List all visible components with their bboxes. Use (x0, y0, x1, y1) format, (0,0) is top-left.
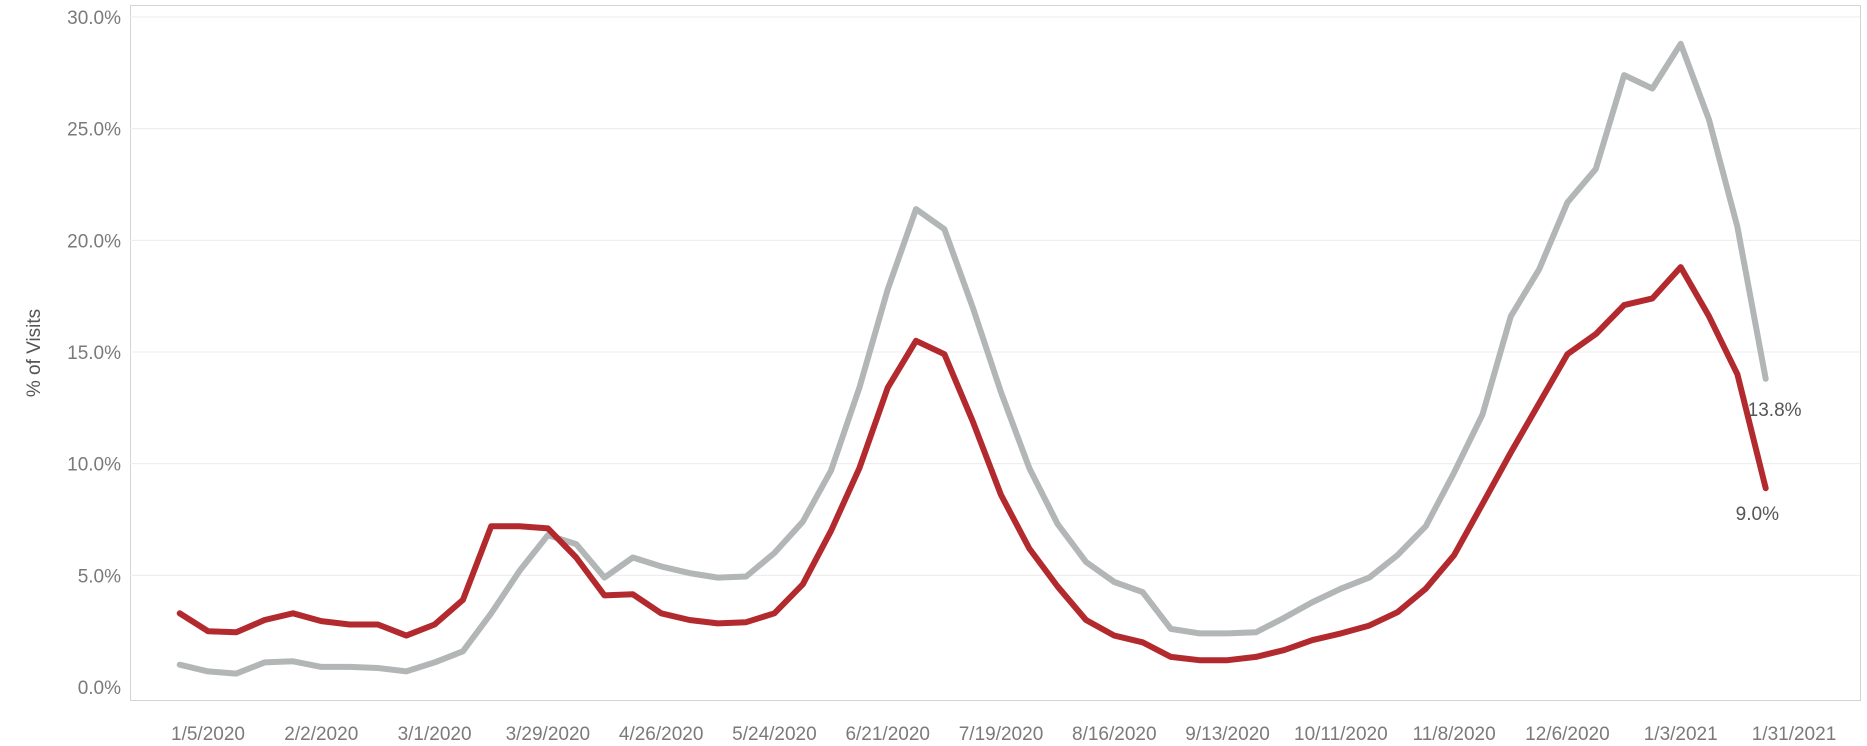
x-tick-label: 9/13/2020 (1185, 724, 1270, 745)
x-tick-label: 4/26/2020 (619, 724, 704, 745)
plot-border (130, 5, 1861, 701)
x-tick-label: 11/8/2020 (1413, 724, 1496, 745)
series-end-label: 9.0% (1736, 504, 1779, 525)
x-tick-label: 1/5/2020 (171, 724, 245, 745)
end-labels: 13.8% 9.0% (1736, 400, 1802, 525)
y-tick-label: 10.0% (67, 455, 121, 476)
y-axis-title: % of Visits (24, 309, 45, 397)
x-tick-label: 5/24/2020 (732, 724, 817, 745)
series-group (176, 40, 1769, 677)
series-line (176, 264, 1769, 664)
y-tick-label: 5.0% (78, 566, 121, 587)
x-tick-label: 3/1/2020 (398, 724, 472, 745)
series-line (176, 40, 1769, 677)
y-axis-ticks: 0.0% 5.0% 10.0% 15.0% 20.0% 25.0% 30.0% (67, 8, 121, 699)
x-tick-label: 8/16/2020 (1072, 724, 1157, 745)
y-tick-label: 15.0% (67, 343, 121, 364)
x-tick-label: 6/21/2020 (845, 724, 930, 745)
y-tick-label: 30.0% (67, 8, 121, 29)
x-tick-label: 10/11/2020 (1294, 724, 1388, 745)
x-tick-label: 12/6/2020 (1525, 724, 1610, 745)
x-tick-label: 3/29/2020 (506, 724, 591, 745)
x-tick-label: 2/2/2020 (284, 724, 358, 745)
x-tick-label: 7/19/2020 (959, 724, 1044, 745)
y-tick-label: 20.0% (67, 231, 121, 252)
gridlines (130, 16, 1860, 576)
x-axis-ticks: 1/5/2020 2/2/2020 3/1/2020 3/29/2020 4/26/20… (171, 724, 1836, 745)
x-tick-label: 1/3/2021 (1644, 724, 1718, 745)
y-tick-label: 25.0% (67, 120, 121, 141)
x-tick-label: 1/31/2021 (1752, 724, 1837, 745)
series-end-label: 13.8% (1748, 400, 1802, 421)
y-tick-label: 0.0% (78, 678, 121, 699)
